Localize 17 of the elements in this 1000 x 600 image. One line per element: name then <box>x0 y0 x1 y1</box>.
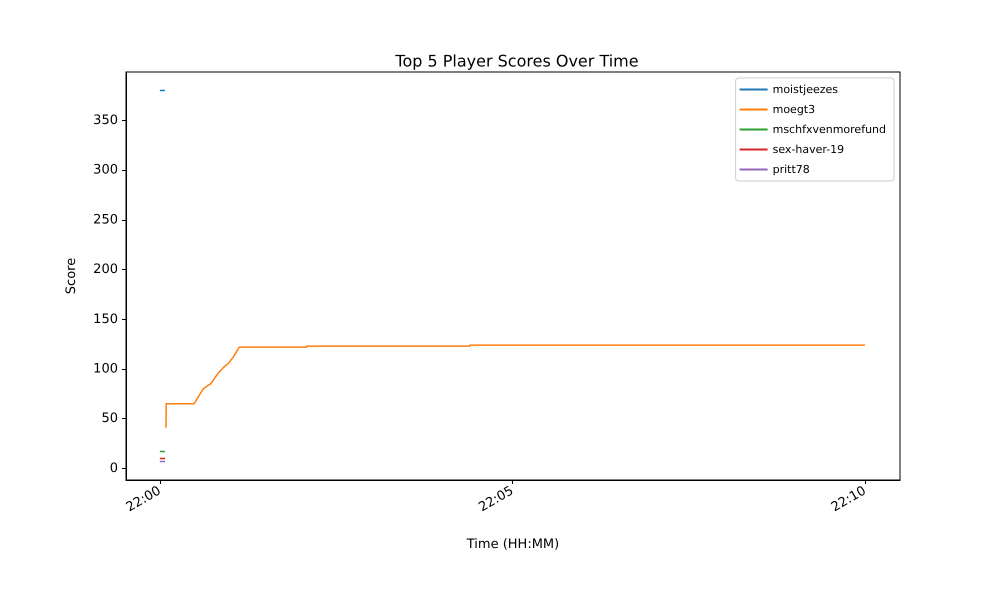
y-tick-label: 100 <box>93 362 118 376</box>
chart-title: Top 5 Player Scores Over Time <box>394 52 639 70</box>
legend-label: pritt78 <box>772 163 810 176</box>
y-axis-title: Score <box>64 258 79 294</box>
legend-label: moegt3 <box>772 103 816 116</box>
y-tick-label: 300 <box>93 162 118 178</box>
x-axis-title: Time (HH:MM) <box>466 537 560 552</box>
y-tick-label: 150 <box>93 312 118 327</box>
legend-label: sex-haver-19 <box>772 143 844 156</box>
legend-label: moistjeezes <box>772 83 838 96</box>
y-tick-label: 250 <box>93 212 118 228</box>
y-tick-label: 200 <box>93 262 118 278</box>
line-series <box>165 344 866 428</box>
y-tick-label: 0 <box>110 460 118 476</box>
y-tick-label: 50 <box>101 411 118 426</box>
y-tick-label: 350 <box>93 112 118 128</box>
legend-label: mschfxvenmorefund <box>772 123 886 136</box>
